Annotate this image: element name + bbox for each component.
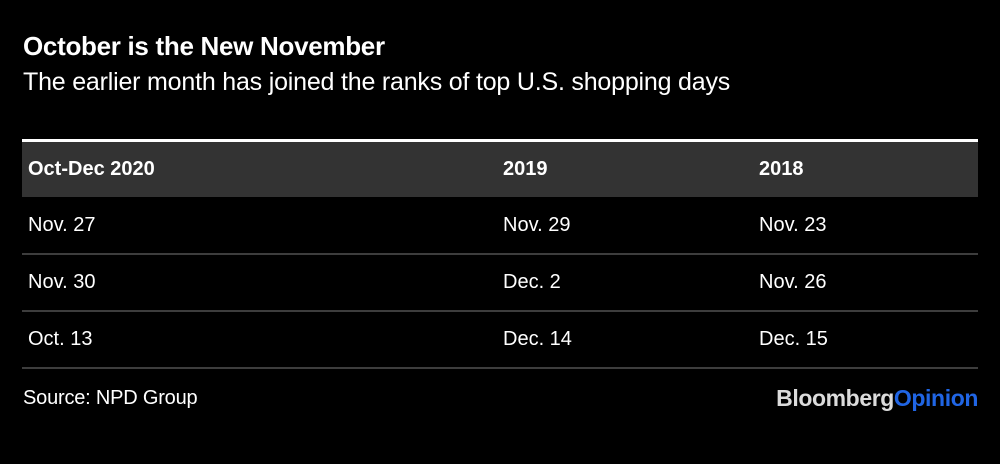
table-cell: Dec. 14 (497, 311, 753, 370)
table-cell: Nov. 30 (22, 254, 497, 313)
table-cell: Dec. 2 (497, 254, 753, 313)
column-header-2020: Oct-Dec 2020 (22, 140, 497, 198)
table-row: Oct. 13 Dec. 14 Dec. 15 (22, 311, 978, 370)
source-label: Source: NPD Group (23, 387, 198, 410)
bloomberg-opinion-logo: BloombergOpinion (776, 385, 978, 412)
table-row: Nov. 30 Dec. 2 Nov. 26 (22, 254, 978, 313)
column-header-2019: 2019 (497, 140, 753, 198)
chart-graphic: October is the New November The earlier … (0, 31, 1000, 464)
table-cell: Dec. 15 (753, 311, 978, 370)
chart-title: October is the New November (23, 31, 385, 61)
table-header-row: Oct-Dec 2020 2019 2018 (22, 140, 978, 198)
bloomberg-wordmark: Bloomberg (776, 385, 894, 412)
chart-footer: Source: NPD Group BloombergOpinion (23, 385, 978, 412)
chart-subtitle: The earlier month has joined the ranks o… (23, 67, 731, 96)
table-cell: Nov. 29 (497, 197, 753, 256)
column-header-2018: 2018 (753, 140, 978, 198)
table-cell: Nov. 26 (753, 254, 978, 313)
shopping-days-table: Oct-Dec 2020 2019 2018 Nov. 27 Nov. 29 N… (22, 138, 978, 370)
table-cell: Oct. 13 (22, 311, 497, 370)
table-row: Nov. 27 Nov. 29 Nov. 23 (22, 197, 978, 256)
table-cell: Nov. 23 (753, 197, 978, 256)
opinion-wordmark: Opinion (893, 385, 978, 412)
table-cell: Nov. 27 (22, 197, 497, 256)
